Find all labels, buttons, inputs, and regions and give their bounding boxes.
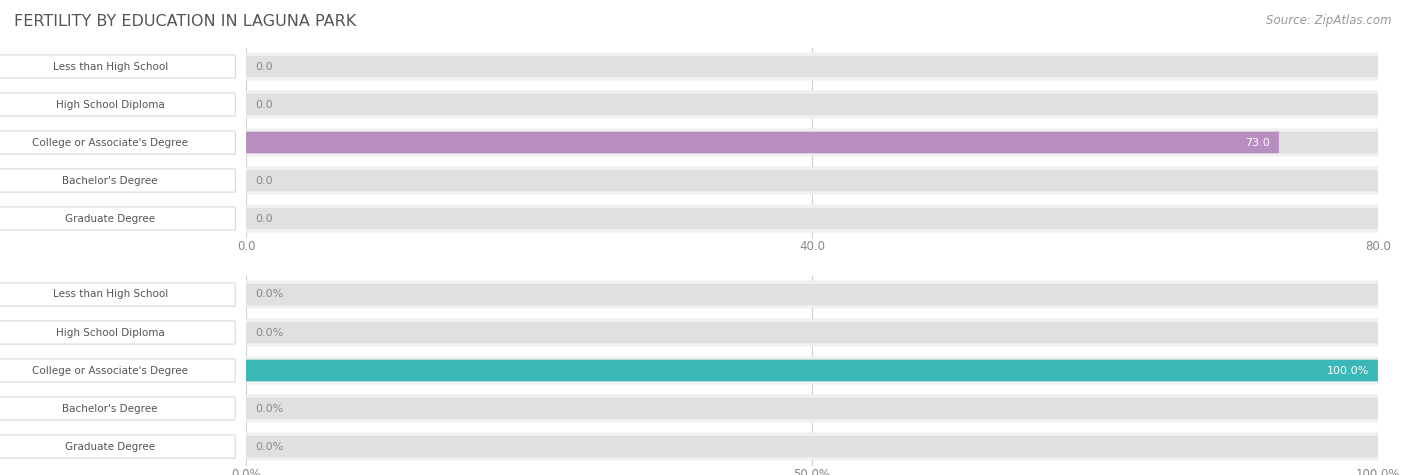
Text: Less than High School: Less than High School <box>52 289 167 300</box>
Text: 100.0%: 100.0% <box>1327 365 1369 376</box>
Text: 0.0%: 0.0% <box>254 441 284 452</box>
Text: High School Diploma: High School Diploma <box>56 327 165 338</box>
Text: 0.0%: 0.0% <box>254 327 284 338</box>
FancyBboxPatch shape <box>0 359 235 382</box>
Text: 0.0: 0.0 <box>254 61 273 72</box>
FancyBboxPatch shape <box>246 322 1378 343</box>
FancyBboxPatch shape <box>246 205 1378 232</box>
FancyBboxPatch shape <box>246 284 1378 305</box>
Text: College or Associate's Degree: College or Associate's Degree <box>32 365 188 376</box>
Text: FERTILITY BY EDUCATION IN LAGUNA PARK: FERTILITY BY EDUCATION IN LAGUNA PARK <box>14 14 356 29</box>
FancyBboxPatch shape <box>0 321 235 344</box>
Text: 0.0: 0.0 <box>254 99 273 110</box>
FancyBboxPatch shape <box>246 132 1279 153</box>
FancyBboxPatch shape <box>246 433 1378 460</box>
FancyBboxPatch shape <box>246 319 1378 346</box>
FancyBboxPatch shape <box>246 129 1378 156</box>
Text: 0.0%: 0.0% <box>254 403 284 414</box>
FancyBboxPatch shape <box>246 395 1378 422</box>
Text: 73.0: 73.0 <box>1246 137 1270 148</box>
FancyBboxPatch shape <box>0 93 235 116</box>
Text: Bachelor's Degree: Bachelor's Degree <box>62 175 157 186</box>
Text: High School Diploma: High School Diploma <box>56 99 165 110</box>
FancyBboxPatch shape <box>246 170 1378 191</box>
FancyBboxPatch shape <box>0 131 235 154</box>
FancyBboxPatch shape <box>246 94 1378 115</box>
FancyBboxPatch shape <box>0 435 235 458</box>
FancyBboxPatch shape <box>0 207 235 230</box>
FancyBboxPatch shape <box>0 397 235 420</box>
Text: Bachelor's Degree: Bachelor's Degree <box>62 403 157 414</box>
FancyBboxPatch shape <box>246 56 1378 77</box>
FancyBboxPatch shape <box>246 360 1378 381</box>
Text: 0.0: 0.0 <box>254 213 273 224</box>
FancyBboxPatch shape <box>0 169 235 192</box>
FancyBboxPatch shape <box>246 167 1378 194</box>
FancyBboxPatch shape <box>246 53 1378 80</box>
FancyBboxPatch shape <box>246 357 1378 384</box>
FancyBboxPatch shape <box>246 208 1378 229</box>
Text: 0.0: 0.0 <box>254 175 273 186</box>
Text: College or Associate's Degree: College or Associate's Degree <box>32 137 188 148</box>
Text: Less than High School: Less than High School <box>52 61 167 72</box>
Text: Graduate Degree: Graduate Degree <box>65 441 155 452</box>
FancyBboxPatch shape <box>246 91 1378 118</box>
Text: Source: ZipAtlas.com: Source: ZipAtlas.com <box>1267 14 1392 27</box>
FancyBboxPatch shape <box>0 283 235 306</box>
Text: Graduate Degree: Graduate Degree <box>65 213 155 224</box>
Text: 0.0%: 0.0% <box>254 289 284 300</box>
FancyBboxPatch shape <box>0 55 235 78</box>
FancyBboxPatch shape <box>246 132 1378 153</box>
FancyBboxPatch shape <box>246 398 1378 419</box>
FancyBboxPatch shape <box>246 360 1378 381</box>
FancyBboxPatch shape <box>246 436 1378 457</box>
FancyBboxPatch shape <box>246 281 1378 308</box>
